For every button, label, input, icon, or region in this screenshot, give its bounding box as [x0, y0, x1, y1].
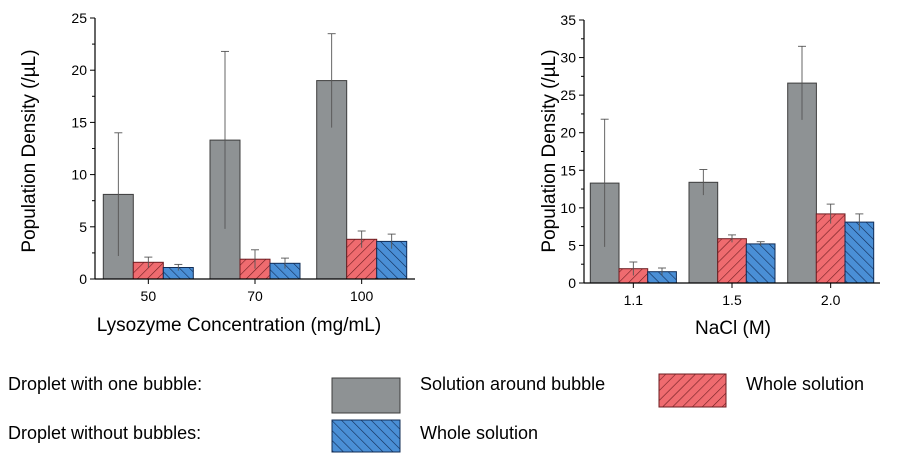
chart-nacl-bar-around-bubble-1_5: [688, 181, 719, 284]
chart-nacl-ytick-label: 20: [560, 125, 576, 141]
chart-lysozyme-xtick-label: 70: [247, 288, 263, 304]
chart-lysozyme-ytick-label: 25: [71, 10, 87, 26]
chart-lysozyme-ytick-label: 15: [71, 114, 87, 130]
chart-nacl-bar-whole-one-bubble-1_5: [717, 238, 747, 284]
chart-nacl-ytick-label: 25: [560, 87, 576, 103]
legend: Droplet with one bubble: Droplet without…: [8, 373, 864, 453]
chart-nacl-xtick-label: 2.0: [821, 292, 841, 308]
chart-nacl-bar-whole-no-bubble-1_5: [745, 243, 776, 284]
chart-nacl-bars: [589, 45, 875, 284]
legend-row1-label: Droplet with one bubble:: [8, 374, 202, 394]
legend-red-label: Whole solution: [746, 374, 864, 394]
chart-nacl-axes: 1.1 1.5 2.0 0 5 10 15 20 25 30 35: [560, 12, 880, 308]
chart-lysozyme-axes: 50 70 100 0 5 10 15 20 25: [71, 10, 415, 304]
chart-lysozyme-bars: [102, 33, 408, 280]
chart-lysozyme-xtick-label: 100: [350, 288, 374, 304]
chart-nacl-xtick-label: 1.5: [722, 292, 742, 308]
chart-lysozyme-ytick-label: 20: [71, 62, 87, 78]
chart-lysozyme-ylabel: Population Density (/µL): [19, 49, 40, 252]
chart-lysozyme: 50 70 100 0 5 10 15 20 25 Lysozyme Concentration…: [19, 10, 415, 336]
chart-nacl-ytick-label: 10: [560, 200, 576, 216]
chart-nacl-ylabel: Population Density (/µL): [539, 49, 560, 252]
legend-swatch-blue: [331, 419, 401, 453]
chart-nacl: 1.1 1.5 2.0 0 5 10 15 20 25 30 35 NaCl (M) Populat…: [539, 12, 880, 339]
chart-nacl-ytick-label: 5: [568, 237, 576, 253]
chart-lysozyme-ytick-label: 5: [79, 219, 87, 235]
chart-lysozyme-xtick-label: 50: [141, 288, 157, 304]
chart-nacl-bar-whole-one-bubble-2_0: [815, 213, 846, 284]
chart-nacl-ytick-label: 0: [568, 275, 576, 291]
legend-swatch-red: [658, 373, 727, 408]
legend-gray-label: Solution around bubble: [420, 374, 605, 394]
legend-row2-label: Droplet without bubbles:: [8, 423, 201, 443]
legend-swatch-gray: [331, 377, 401, 414]
legend-blue-label: Whole solution: [420, 423, 538, 443]
chart-lysozyme-ytick-label: 0: [79, 271, 87, 287]
chart-lysozyme-xlabel: Lysozyme Concentration (mg/mL): [97, 315, 381, 336]
chart-nacl-xlabel: NaCl (M): [695, 318, 771, 339]
chart-nacl-bar-whole-no-bubble-2_0: [844, 221, 875, 284]
chart-nacl-xtick-label: 1.1: [624, 292, 644, 308]
chart-lysozyme-ytick-label: 10: [71, 167, 87, 183]
chart-nacl-ytick-label: 30: [560, 50, 576, 66]
chart-nacl-ytick-label: 15: [560, 162, 576, 178]
chart-nacl-ytick-label: 35: [560, 12, 576, 28]
